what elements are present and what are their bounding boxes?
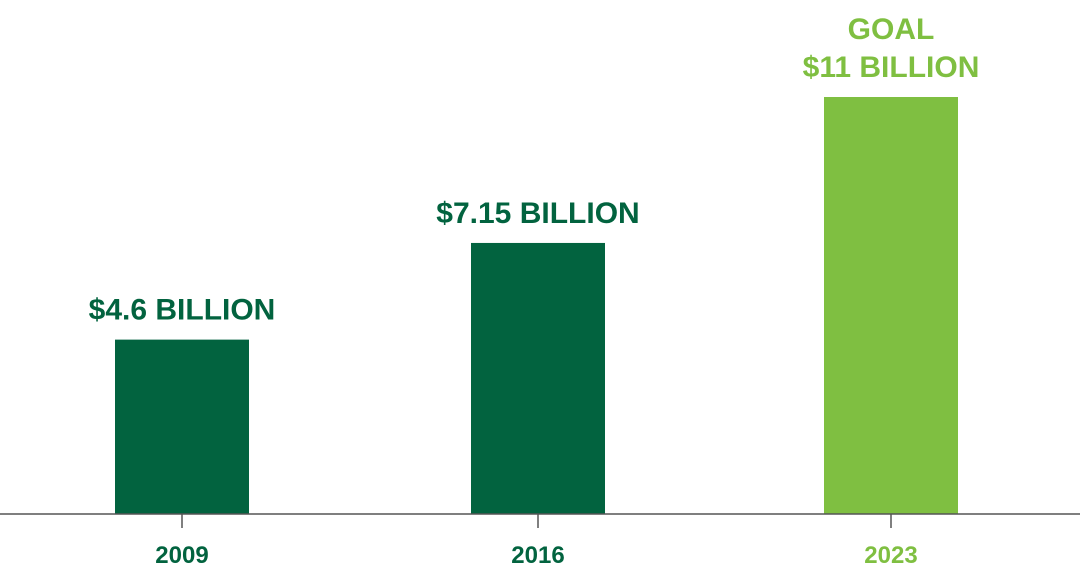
bars [115, 97, 958, 514]
value-labels: $4.6 BILLION $7.15 BILLION $11 BILLION GOAL [89, 13, 980, 327]
x-axis-ticks: 2009 2016 2023 [155, 514, 918, 569]
goal-label: GOAL [848, 13, 935, 46]
value-label-2016: $7.15 BILLION [436, 197, 639, 230]
bar-2009 [115, 339, 249, 514]
tick-label-2016: 2016 [511, 542, 564, 569]
tick-label-2009: 2009 [155, 542, 208, 569]
value-label-2009: $4.6 BILLION [89, 294, 276, 327]
value-label-2023: $11 BILLION [803, 51, 980, 84]
bar-2016 [471, 242, 605, 514]
bar-2023 [824, 97, 958, 514]
tick-label-2023: 2023 [864, 542, 917, 569]
